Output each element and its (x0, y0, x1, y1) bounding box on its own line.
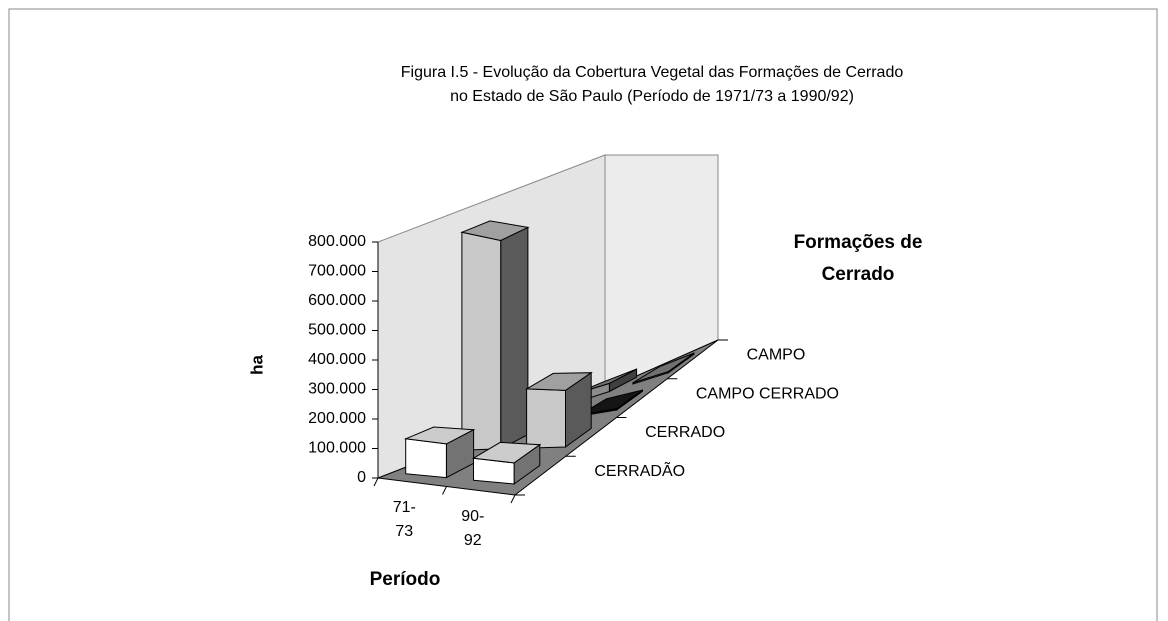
bar-top (471, 441, 542, 464)
x-axis-title: Período (370, 569, 441, 590)
bar-front (526, 388, 566, 449)
bar-top (524, 372, 593, 391)
z-axis-title: Formações de (794, 232, 923, 253)
series-label: CAMPO (747, 347, 806, 364)
bar-right (500, 226, 529, 450)
x-tick (442, 486, 447, 495)
series-label: CERRADÃO (594, 460, 685, 480)
bar-front (461, 231, 502, 451)
bar (524, 371, 593, 449)
bar-top (403, 426, 476, 445)
y-tick-label: 800.000 (308, 233, 366, 250)
bar (471, 441, 542, 485)
series-label: CERRADO (645, 424, 725, 441)
bar (403, 426, 476, 479)
x-tick (373, 477, 379, 487)
y-tick-label: 700.000 (308, 263, 366, 280)
y-tick-label: 600.000 (308, 292, 366, 309)
bar (460, 220, 530, 451)
z-axis-title: Cerrado (822, 264, 895, 285)
frame (8, 8, 1158, 621)
chart-title: Figura I.5 - Evolução da Cobertura Veget… (401, 64, 904, 81)
y-tick-label: 0 (357, 469, 366, 486)
bar-front (405, 438, 447, 479)
y-tick-label: 100.000 (308, 440, 366, 457)
bar (632, 352, 695, 385)
x-tick-label: 90-92 (461, 507, 485, 549)
x-tick-label: 71-73 (392, 499, 416, 541)
bar-top (632, 352, 695, 384)
y-tick-label: 500.000 (308, 322, 366, 339)
back-wall (604, 154, 719, 391)
bar-top (460, 220, 530, 242)
y-tick-label: 300.000 (308, 381, 366, 398)
series-label: CAMPO CERRADO (696, 385, 839, 402)
chart-title: no Estado de São Paulo (Período de 1971/… (450, 88, 854, 105)
y-axis-title: ha (247, 355, 266, 375)
y-tick-label: 400.000 (308, 351, 366, 368)
y-tick-label: 200.000 (308, 410, 366, 427)
bar-top (579, 389, 643, 416)
x-tick (510, 494, 516, 504)
